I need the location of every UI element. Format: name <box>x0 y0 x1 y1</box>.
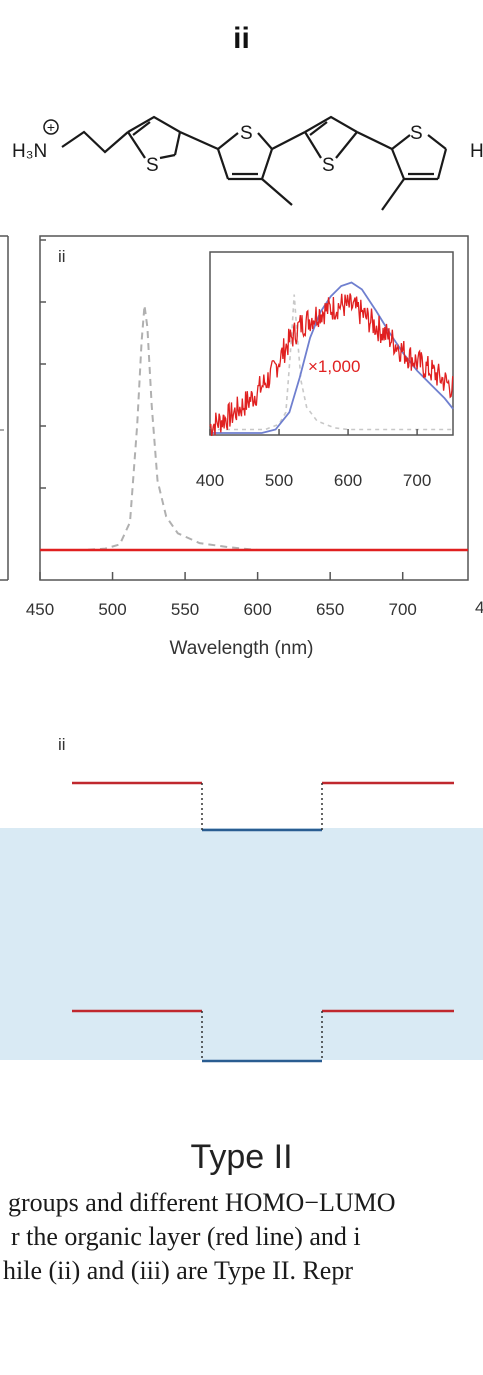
band-region <box>0 828 483 1060</box>
x-tick-label: 450 <box>26 600 54 619</box>
caption-line-3: hile (ii) and (iii) are Type II. Repr <box>3 1256 354 1285</box>
figure-caption: groups and different HOMO−LUMO r the org… <box>0 1186 483 1288</box>
inset-series-red <box>209 293 454 437</box>
main-series-dashed <box>40 305 468 551</box>
sulfur-2: S <box>240 123 253 144</box>
inset-annotation: ×1,000 <box>308 357 360 376</box>
plot-frame <box>39 235 469 581</box>
sulfur-4: S <box>410 123 423 144</box>
cropped-tick: 4 <box>475 598 483 617</box>
x-tick-label: 500 <box>98 600 126 619</box>
caption-line-1: groups and different HOMO−LUMO <box>8 1188 396 1217</box>
spectrum-chart: 450 500 550 600 650 700 ii 400 500 600 700 ×1,00… <box>0 235 469 619</box>
diagram-panel-label: ii <box>58 735 66 754</box>
charge-label: + <box>47 119 55 135</box>
x-axis-label: Wavelength (nm) <box>169 638 314 659</box>
inset-x-tick-label: 600 <box>334 471 362 490</box>
x-tick-label: 700 <box>389 600 417 619</box>
molecule-structure: H₃N + S S S S H <box>12 115 483 211</box>
right-fragment: H <box>470 141 483 162</box>
inset-series-blue <box>210 281 454 434</box>
sulfur-1: S <box>146 155 159 176</box>
inset-x-tick-label: 500 <box>265 471 293 490</box>
panel-title: ii <box>233 22 250 55</box>
inset-x-tick-label: 400 <box>196 471 224 490</box>
caption-line-2: r the organic layer (red line) and i <box>11 1222 361 1251</box>
plot-panel-label: ii <box>58 247 66 266</box>
sulfur-3: S <box>322 155 335 176</box>
energy-diagram: ii <box>0 735 483 1063</box>
inset-frame <box>209 251 454 436</box>
x-tick-label: 550 <box>171 600 199 619</box>
x-tick-label: 650 <box>316 600 344 619</box>
inset-x-tick-label: 700 <box>403 471 431 490</box>
ammonium-label: H₃N <box>12 141 47 162</box>
diagram-type-label: Type II <box>190 1138 293 1176</box>
x-tick-label: 600 <box>243 600 271 619</box>
